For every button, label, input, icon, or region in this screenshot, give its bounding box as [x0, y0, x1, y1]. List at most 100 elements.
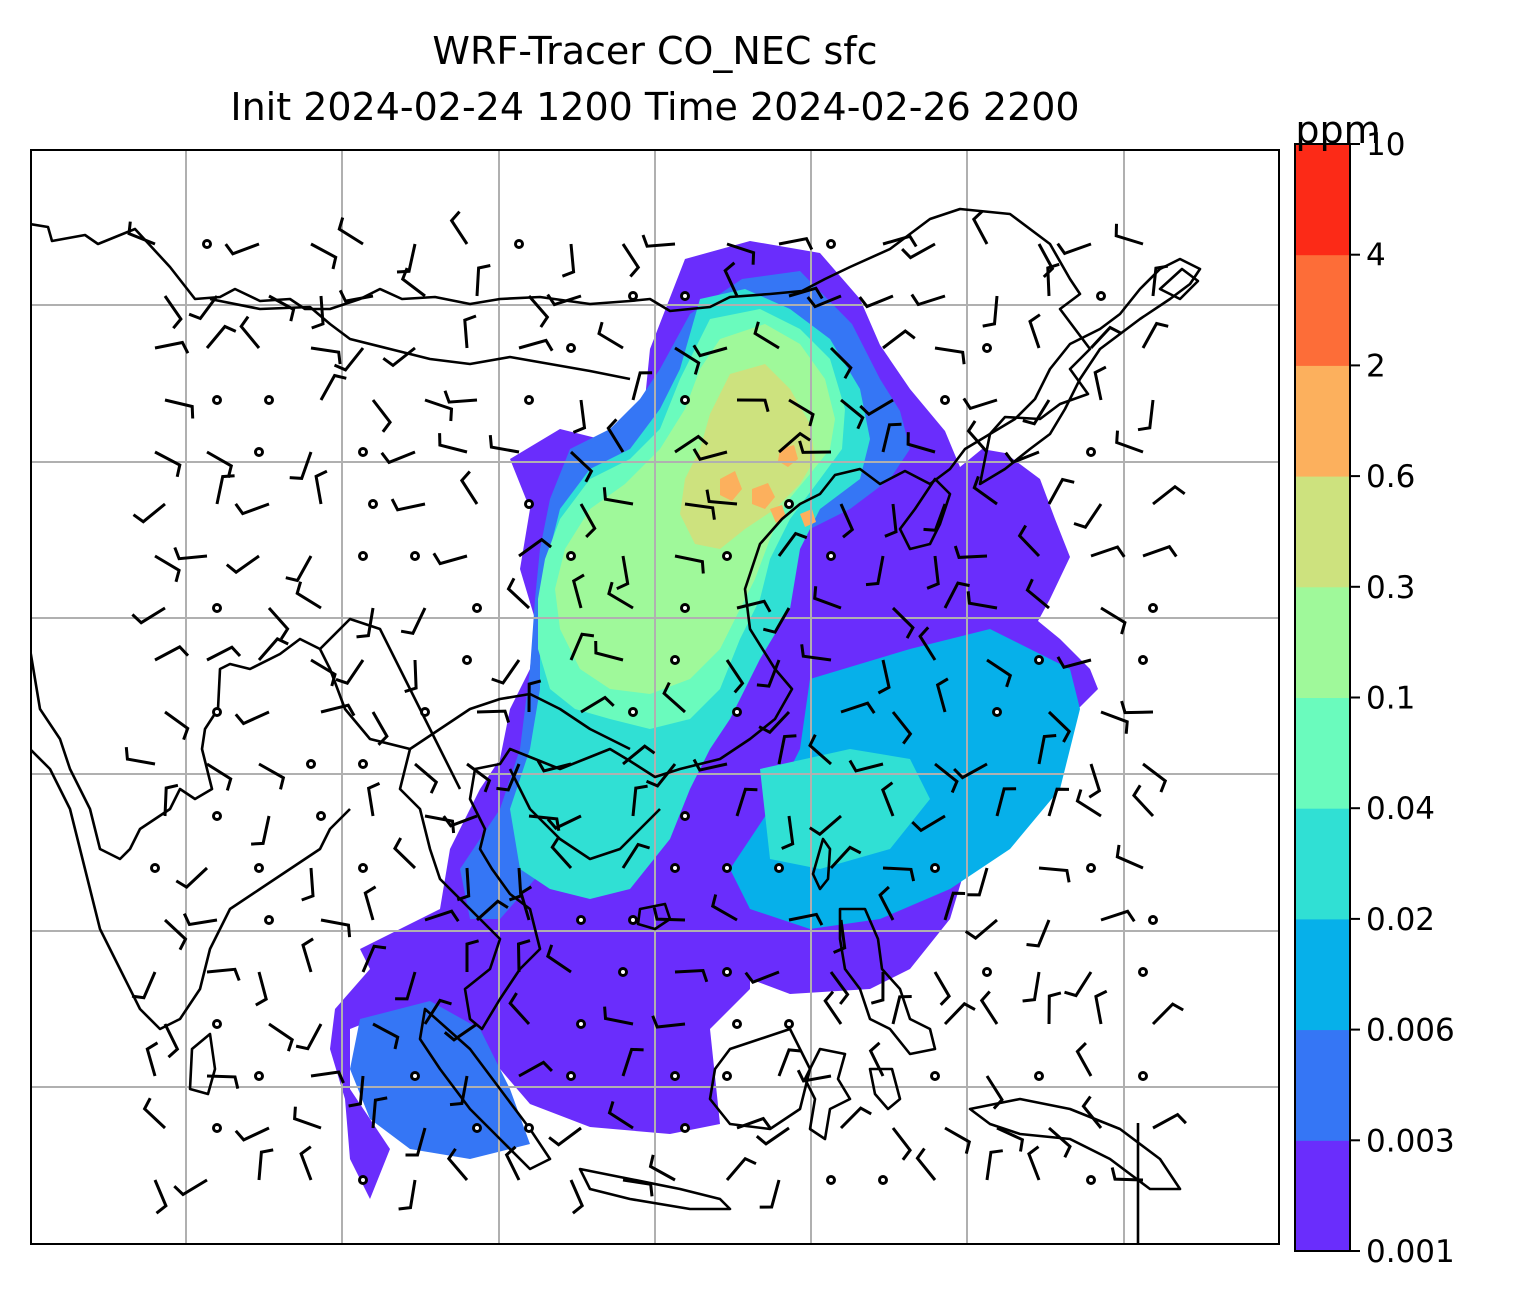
wind-barb — [206, 967, 241, 982]
wind-barb — [206, 645, 242, 662]
wind-barb — [163, 783, 179, 817]
wind-barb — [446, 1147, 469, 1181]
wind-calm-marker — [212, 1123, 222, 1133]
wind-barb — [710, 894, 738, 922]
wind-barb — [405, 1127, 427, 1157]
wind-barb — [154, 450, 182, 478]
wind-barb — [891, 995, 912, 1025]
wind-barb — [550, 836, 573, 870]
wind-barb — [910, 293, 946, 307]
wind-calm-marker — [358, 863, 368, 873]
wind-barb — [338, 289, 374, 303]
wind-barb — [1056, 242, 1092, 256]
wind-barb — [1132, 784, 1155, 818]
wind-barb — [934, 762, 959, 794]
coastline-borneo — [708, 1027, 812, 1131]
wind-barb — [333, 347, 365, 372]
map-gridlines — [30, 149, 1280, 1245]
wind-barb — [335, 659, 365, 685]
wind-calm-marker — [680, 1123, 690, 1133]
wind-calm-marker — [254, 863, 264, 873]
wind-calm-marker — [264, 395, 274, 405]
wind-calm-marker — [680, 395, 690, 405]
wind-calm-marker — [680, 291, 690, 301]
wind-barb — [1100, 606, 1127, 635]
border-china-north — [209, 297, 631, 381]
wind-barb — [753, 321, 780, 350]
wind-calm-marker — [1034, 1071, 1044, 1081]
wind-barb — [985, 1149, 1003, 1181]
wind-barb — [475, 899, 509, 922]
wind-calm-marker — [358, 447, 368, 457]
wind-barb — [546, 944, 572, 974]
wind-calm-marker — [254, 447, 264, 457]
wind-barb — [361, 944, 387, 973]
wind-barb — [224, 242, 260, 256]
coastline-korea — [898, 477, 952, 551]
wind-barb — [1142, 544, 1178, 558]
wind-barb — [674, 554, 705, 574]
wind-barb — [923, 503, 947, 532]
wind-barb — [258, 762, 286, 790]
wind-barb — [839, 1106, 872, 1130]
wind-barb — [926, 555, 940, 590]
wind-calm-marker — [566, 1071, 576, 1081]
wind-barb — [880, 781, 895, 817]
wind-barb — [966, 420, 989, 453]
wind-barb — [736, 398, 770, 413]
wind-calm-marker — [254, 1071, 264, 1081]
coastline-philippines — [838, 907, 937, 1111]
colorbar-tick-label: 0.001 — [1366, 1234, 1455, 1270]
map-panel — [30, 149, 1280, 1245]
wind-calm-marker — [1086, 447, 1096, 457]
wind-barb — [594, 640, 624, 662]
wind-calm-marker — [774, 863, 784, 873]
wind-calm-marker — [1148, 915, 1158, 925]
wind-barb — [508, 992, 531, 1026]
wind-barb — [396, 243, 417, 274]
wind-barb — [475, 264, 491, 297]
wind-barb — [1142, 762, 1168, 793]
wind-barb — [546, 293, 582, 307]
wind-barb — [173, 1178, 208, 1197]
colorbar: 0.001 0.003 0.006 0.02 0.04 0.1 0.3 0.6 2 4 10 ppm — [1294, 108, 1455, 1270]
wind-calm-marker — [1086, 863, 1096, 873]
wind-barb — [848, 759, 884, 773]
wind-barb — [163, 1023, 180, 1059]
wind-barb — [823, 990, 843, 1025]
wind-barb — [488, 434, 520, 454]
colorbar-block — [1295, 476, 1350, 588]
wind-barb — [985, 1075, 1004, 1110]
wind-barb — [813, 586, 842, 610]
wind-barb — [705, 489, 738, 506]
wind-barb — [736, 599, 772, 613]
wind-calm-marker — [618, 967, 628, 977]
wind-barb — [967, 867, 989, 897]
wind-calm-marker — [826, 239, 836, 249]
wind-barb — [870, 971, 885, 1005]
wind-calm-marker — [212, 811, 222, 821]
wind-barb — [953, 762, 988, 780]
wind-barb — [390, 498, 426, 512]
wind-barb — [995, 787, 1017, 817]
wind-calm-marker — [1148, 603, 1158, 613]
wind-barb — [476, 709, 511, 723]
wind-barb — [234, 1126, 270, 1142]
wind-barb — [154, 554, 181, 583]
wind-calm-marker — [732, 707, 742, 717]
wind-calm-marker — [472, 603, 482, 613]
wind-barb — [131, 606, 166, 625]
wind-barb — [758, 710, 791, 735]
colorbar-tick-label: 0.003 — [1366, 1123, 1455, 1159]
wind-barb — [449, 210, 469, 245]
wind-barb — [645, 763, 677, 788]
coastline-sumatra — [418, 1007, 552, 1171]
wind-barb — [314, 469, 328, 505]
coastline-newguinea — [968, 1097, 1182, 1191]
coastline-hainan — [636, 902, 672, 931]
wind-barb — [1017, 524, 1041, 558]
wind-barb — [424, 814, 456, 834]
wind-barb — [788, 912, 824, 926]
wind-barb — [255, 971, 268, 1007]
wind-calm-marker — [670, 1071, 680, 1081]
